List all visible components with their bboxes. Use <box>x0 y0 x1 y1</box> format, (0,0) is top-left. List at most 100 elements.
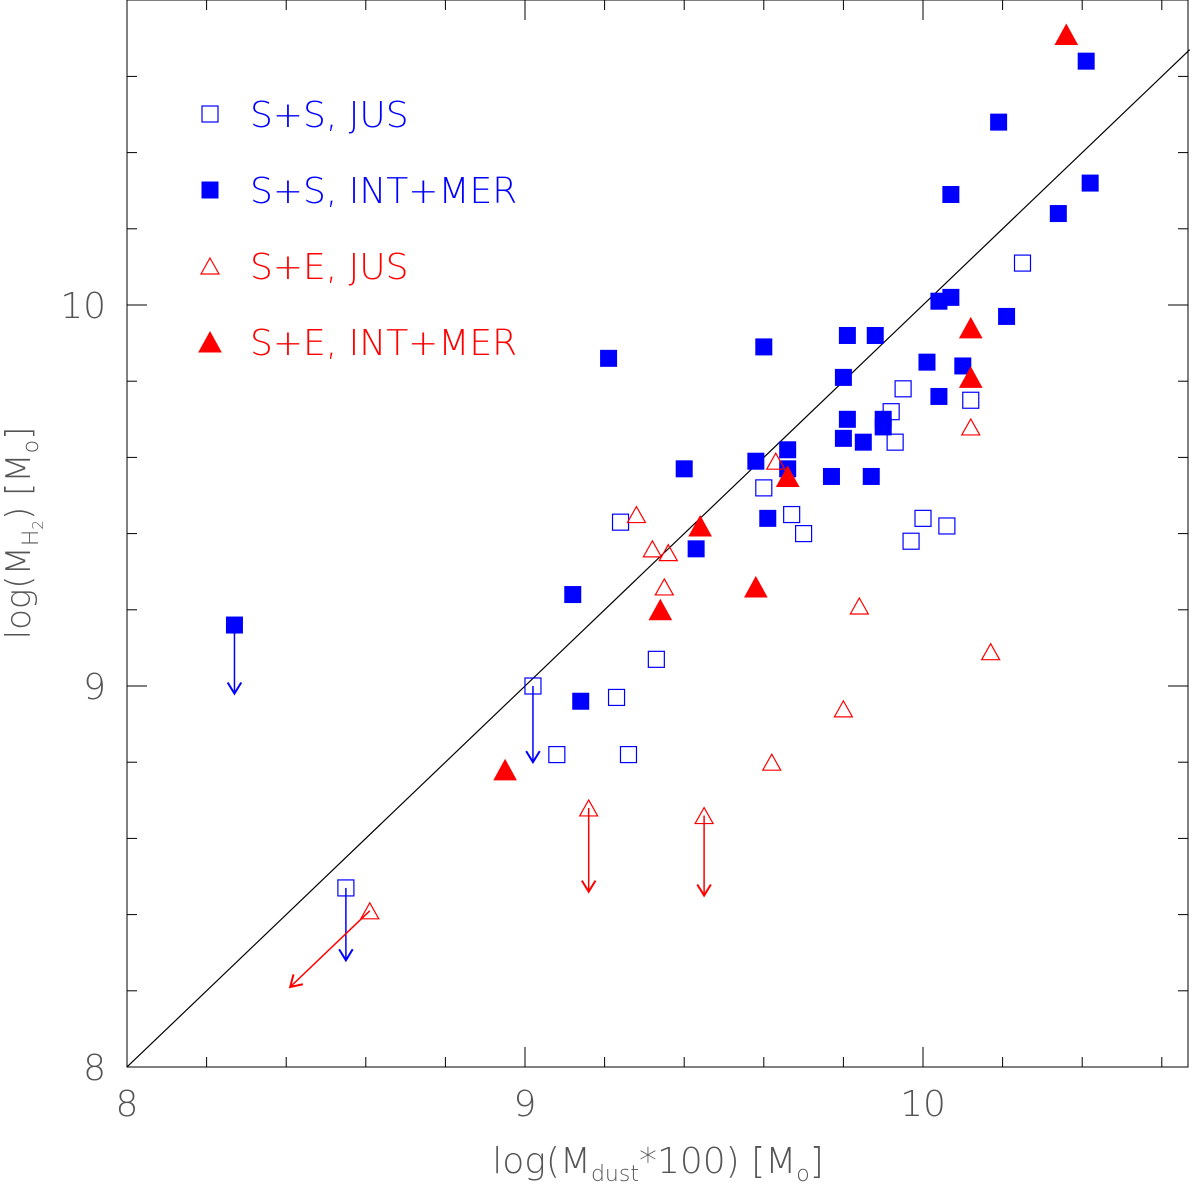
legend: S+S, JUS S+S, INT+MER S+E, JUS S+E, INT+MER <box>198 95 517 364</box>
point-s-s-int-mer <box>779 441 797 459</box>
point-s-e-jus <box>359 901 380 920</box>
axis-title-text: ] <box>0 427 39 440</box>
y-tick-label: 10 <box>60 286 106 327</box>
y-tick-label: 9 <box>83 667 106 708</box>
point-s-s-int-mer <box>998 307 1016 325</box>
point-s-s-int-mer <box>854 433 872 451</box>
upper-limit-arrow <box>288 910 371 989</box>
point-s-e-int-mer <box>958 316 983 339</box>
upper-limit-arrow <box>696 815 712 898</box>
upper-limit-arrow <box>226 625 243 696</box>
x-tick-label: 10 <box>900 1084 946 1125</box>
point-s-s-jus <box>962 391 980 409</box>
point-s-s-int-mer <box>1049 205 1067 223</box>
point-s-e-int-mer <box>743 575 768 598</box>
point-s-e-jus <box>578 798 599 817</box>
point-s-s-int-mer <box>866 326 884 344</box>
point-s-s-jus <box>886 433 904 451</box>
point-s-s-int-mer <box>930 387 948 405</box>
upper-limit-arrow <box>581 807 597 894</box>
x-tick-label: 9 <box>514 1084 537 1125</box>
point-s-e-jus <box>658 543 679 562</box>
axis-title-subsubscript: 2 <box>29 520 47 530</box>
point-s-e-int-mer <box>688 514 712 537</box>
axis-title-text: ) [M <box>0 453 39 520</box>
point-s-e-int-mer <box>493 758 517 781</box>
point-s-s-jus <box>524 677 542 695</box>
point-s-e-jus <box>694 806 715 825</box>
point-s-s-int-mer <box>942 186 960 204</box>
point-s-s-int-mer <box>838 410 856 428</box>
x-axis-title: log(Mdust*100) [Mo] <box>492 1141 824 1184</box>
point-s-s-int-mer <box>1077 52 1095 70</box>
point-s-s-int-mer <box>862 467 880 485</box>
point-s-s-int-mer <box>990 113 1008 131</box>
point-s-s-jus <box>607 688 626 707</box>
arrow-head <box>288 974 304 989</box>
legend-entry: S+S, JUS <box>201 95 409 136</box>
point-s-s-jus <box>794 524 813 543</box>
y-tick-label: 8 <box>83 1048 106 1089</box>
point-s-e-jus <box>980 642 1001 661</box>
axis-title-subscript: H <box>19 530 44 547</box>
point-s-s-int-mer <box>834 429 852 447</box>
point-s-s-jus <box>548 745 566 764</box>
point-s-s-jus <box>914 509 932 527</box>
point-s-s-jus <box>894 380 912 398</box>
arrow-shaft <box>289 910 371 988</box>
point-s-e-jus <box>960 417 981 436</box>
point-s-s-int-mer <box>747 452 765 470</box>
axis-title-text: *100) [M <box>639 1141 796 1182</box>
point-s-s-jus <box>783 505 801 524</box>
legend-label: S+S, JUS <box>250 95 409 136</box>
arrow-head <box>525 750 541 765</box>
point-s-s-int-mer <box>874 418 892 436</box>
legend-marker <box>199 256 221 275</box>
point-s-s-jus <box>337 879 355 897</box>
point-s-s-int-mer <box>930 292 948 310</box>
point-s-e-jus <box>849 596 870 615</box>
point-s-e-jus <box>626 505 647 524</box>
point-s-s-jus <box>611 513 630 531</box>
legend-entry: S+E, JUS <box>199 247 408 288</box>
point-s-s-int-mer <box>755 338 773 356</box>
legend-label: S+E, JUS <box>250 247 408 288</box>
axis-ticks: 8 9 10 8 9 10 <box>60 0 1188 1125</box>
upper-limit-arrow <box>338 887 354 963</box>
axis-titles: log(Mdust*100) [Mo] log(MH2) [Mo] <box>0 427 824 1184</box>
point-s-s-int-mer <box>572 692 590 710</box>
point-s-s-jus <box>619 745 638 764</box>
axis-title-text: ] <box>810 1141 824 1182</box>
axis-title-text: log(M <box>0 546 39 639</box>
point-s-s-int-mer <box>834 368 852 386</box>
upper-limit-arrow <box>525 686 541 765</box>
point-s-s-jus <box>1013 254 1032 272</box>
point-s-s-int-mer <box>822 467 840 485</box>
plot-frame <box>126 0 1189 1068</box>
point-s-s-jus <box>938 517 956 535</box>
point-s-s-int-mer <box>838 326 856 344</box>
axis-title-unit-subscript: o <box>19 440 44 453</box>
reference-line-group <box>126 49 1191 1068</box>
arrow-head <box>338 948 354 963</box>
point-s-s-int-mer <box>687 540 705 558</box>
data-points <box>225 23 1099 920</box>
point-s-e-jus <box>761 752 782 771</box>
point-s-s-int-mer <box>600 349 618 367</box>
reference-line <box>126 49 1191 1068</box>
point-s-e-jus <box>642 539 663 558</box>
legend-marker <box>201 105 219 123</box>
axis-title-unit-subscript: o <box>796 1162 809 1184</box>
point-s-s-int-mer <box>1081 174 1099 192</box>
arrow-head <box>696 883 712 898</box>
legend-marker <box>198 330 222 353</box>
axis-title-subscript: dust <box>591 1162 639 1184</box>
legend-entry: S+S, INT+MER <box>201 171 517 212</box>
legend-label: S+E, INT+MER <box>250 323 517 364</box>
point-s-s-int-mer <box>225 616 243 634</box>
legend-entry: S+E, INT+MER <box>198 323 517 364</box>
point-s-e-jus <box>654 577 675 596</box>
point-s-e-int-mer <box>1054 23 1079 45</box>
point-s-e-jus <box>833 699 854 718</box>
